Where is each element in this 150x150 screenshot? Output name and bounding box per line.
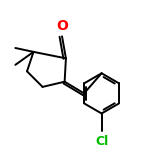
Text: Cl: Cl bbox=[95, 135, 108, 148]
Text: O: O bbox=[56, 19, 68, 33]
